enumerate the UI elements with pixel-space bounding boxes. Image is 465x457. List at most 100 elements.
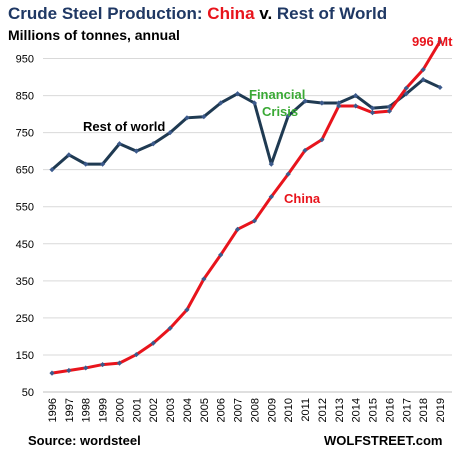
rest-of-world-point <box>285 113 291 119</box>
title-middle: v. <box>254 4 277 23</box>
rest-of-world-point <box>268 161 274 167</box>
rest-of-world-point <box>319 100 325 106</box>
rest-of-world-point <box>353 92 359 99</box>
source-label: Source: wordsteel <box>28 433 141 448</box>
x-tick-label: 2019 <box>435 398 447 422</box>
rest-of-world-point <box>234 91 241 97</box>
rest-of-world-point <box>184 115 190 121</box>
x-tick-label: 2010 <box>283 398 295 422</box>
china-point <box>353 103 359 109</box>
x-tick-label: 2016 <box>384 398 396 422</box>
x-axis-labels: 1996 1997 1998 1999 2000 2001 2002 2003 2004 2005… <box>47 398 447 422</box>
x-tick-label: 2014 <box>351 398 363 422</box>
rest-of-world-point <box>133 148 139 154</box>
china-point <box>302 147 308 154</box>
rest-of-world-line <box>51 78 441 171</box>
china-point <box>336 103 342 109</box>
chart-subtitle: Millions of tonnes, annual <box>8 27 180 43</box>
rest-of-world-point <box>251 100 258 106</box>
series-lines <box>51 40 442 375</box>
x-tick-label: 2001 <box>131 398 143 422</box>
x-tick-label: 2000 <box>114 398 126 422</box>
china-point <box>116 360 123 366</box>
y-tick-label: 50 <box>22 387 34 399</box>
china-point <box>66 367 72 374</box>
china-point <box>133 351 139 358</box>
x-tick-label: 2007 <box>233 398 245 422</box>
y-tick-label: 750 <box>16 128 34 140</box>
rest-of-world-point <box>83 161 89 167</box>
y-tick-label: 650 <box>16 165 34 177</box>
rest-of-world-point <box>403 91 409 97</box>
x-tick-label: 2008 <box>249 398 261 422</box>
china-point <box>268 194 274 200</box>
x-tick-label: 2003 <box>165 398 177 422</box>
y-tick-label: 450 <box>16 239 34 251</box>
rest-of-world-point <box>150 141 156 147</box>
annotations: Rest of world Financial Crisis China 996 Mt <box>83 34 453 206</box>
end-value-label: 996 Mt <box>412 34 453 49</box>
china-point <box>184 307 190 313</box>
y-axis-labels: 50 150 250 350 450 550 650 750 850 950 <box>16 54 34 399</box>
rest-of-world-point <box>167 130 173 136</box>
title-china: China <box>207 4 255 23</box>
china-point <box>201 276 207 282</box>
china-point <box>420 67 426 73</box>
china-label: China <box>284 191 321 206</box>
y-tick-label: 250 <box>16 313 34 325</box>
china-point <box>369 110 376 116</box>
crisis-label-line2: Crisis <box>262 104 298 119</box>
china-point <box>437 38 443 45</box>
china-line <box>51 40 442 375</box>
brand-label: WOLFSTREET.com <box>324 433 443 448</box>
china-point <box>49 370 55 376</box>
rest-of-world-point <box>437 84 443 91</box>
rest-of-world-point <box>100 161 106 167</box>
title-rest: Rest of World <box>276 4 388 23</box>
x-tick-label: 2004 <box>182 398 194 422</box>
y-tick-label: 150 <box>16 350 34 362</box>
y-tick-label: 850 <box>16 91 34 103</box>
rest-of-world-point <box>218 100 224 106</box>
china-point <box>83 365 89 371</box>
china-point <box>386 108 392 114</box>
rest-of-world-point <box>420 77 426 83</box>
rest-of-world-point <box>302 98 308 104</box>
y-tick-label: 550 <box>16 202 34 214</box>
china-point <box>285 171 291 177</box>
china-point <box>234 226 241 232</box>
rest-of-world-point <box>201 114 207 120</box>
china-point <box>319 137 325 143</box>
china-point <box>167 325 173 331</box>
x-tick-label: 1999 <box>98 398 110 422</box>
x-tick-label: 1998 <box>81 398 93 422</box>
x-tick-label: 2015 <box>368 398 380 422</box>
rest-of-world-label: Rest of world <box>83 119 165 134</box>
crisis-label-line1: Financial <box>249 87 305 102</box>
x-tick-label: 2011 <box>300 398 312 422</box>
rest-of-world-point <box>66 152 72 158</box>
chart-title: Crude Steel Production: China v. Rest of… <box>8 4 387 24</box>
gridlines <box>43 58 452 393</box>
rest-of-world-point <box>369 105 376 111</box>
x-tick-label: 2005 <box>199 398 211 422</box>
x-tick-label: 2002 <box>148 398 160 422</box>
rest-of-world-point <box>386 104 392 110</box>
x-tick-label: 2018 <box>418 398 430 422</box>
x-tick-label: 2009 <box>266 398 278 422</box>
y-tick-label: 350 <box>16 276 34 288</box>
china-point <box>150 340 156 346</box>
china-point <box>403 85 409 91</box>
series-markers <box>49 38 443 376</box>
x-tick-label: 2017 <box>401 398 413 422</box>
china-point <box>100 361 106 368</box>
rest-of-world-point <box>336 100 342 106</box>
rest-of-world-point <box>49 167 55 173</box>
china-point <box>218 252 224 258</box>
x-tick-label: 2006 <box>216 398 228 422</box>
x-tick-label: 2012 <box>317 398 329 422</box>
x-tick-label: 2013 <box>334 398 346 422</box>
x-tick-label: 1996 <box>47 398 59 422</box>
